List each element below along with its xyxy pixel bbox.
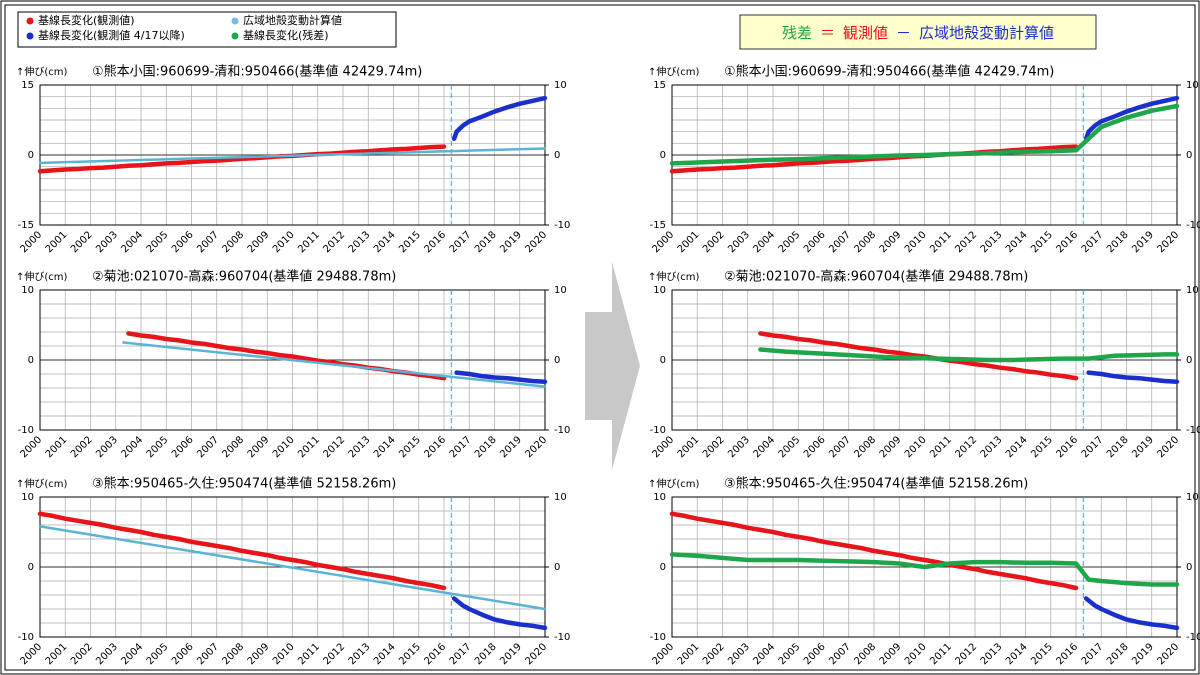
calculated-line <box>122 341 547 388</box>
observed-series <box>669 103 1180 166</box>
plot-border <box>39 496 546 638</box>
y-axis-label: ↑伸び(cm) <box>16 271 68 283</box>
observed-series <box>669 511 1079 591</box>
y2-tick-label: 0 <box>554 150 560 161</box>
observed-series <box>451 95 548 141</box>
plot-border <box>671 289 1178 431</box>
legend-marker <box>26 17 34 25</box>
y-tick-label: 0 <box>28 355 34 366</box>
formula-box <box>739 14 1097 50</box>
formula-part: 観測値 <box>843 24 888 42</box>
chart-title: ③熊本:950465-久住:950474(基準値 52158.26m) <box>92 476 396 492</box>
y-tick-label: -10 <box>18 632 34 643</box>
y2-tick-label: 0 <box>1186 150 1192 161</box>
y-tick-label: 10 <box>653 285 666 296</box>
y2-tick-label: 0 <box>1186 562 1192 573</box>
calculated-line <box>38 525 547 611</box>
legend-box <box>17 11 397 48</box>
chart-title: ②菊池:021070-高森:960704(基準値 29488.78m) <box>92 269 396 285</box>
legend-label: 広域地殻変動計算値 <box>243 13 342 27</box>
observed-series <box>1083 95 1180 141</box>
y-tick-label: 0 <box>28 150 34 161</box>
observed-series <box>37 511 447 591</box>
chart-title: ③熊本:950465-久住:950474(基準値 52158.26m) <box>724 476 1028 492</box>
plot-border <box>671 84 1178 226</box>
y2-tick-label: -10 <box>1186 425 1200 436</box>
observed-series <box>758 331 1079 381</box>
y-axis-label: ↑伸び(cm) <box>648 66 700 78</box>
y-axis-label: ↑伸び(cm) <box>648 271 700 283</box>
y-tick-label: -10 <box>650 632 666 643</box>
y2-tick-label: -10 <box>554 632 570 643</box>
chart-title: ②菊池:021070-高森:960704(基準値 29488.78m) <box>724 269 1028 285</box>
y2-tick-label: -10 <box>1186 220 1200 231</box>
y2-tick-label: 10 <box>554 80 567 91</box>
y-tick-label: -15 <box>18 220 34 231</box>
y2-tick-label: 0 <box>1186 355 1192 366</box>
y-tick-label: -10 <box>650 425 666 436</box>
y-tick-label: 15 <box>21 80 34 91</box>
inner-frame <box>4 4 1196 671</box>
y2-tick-label: 10 <box>1186 80 1199 91</box>
y-axis-label: ↑伸び(cm) <box>16 478 68 490</box>
y2-tick-label: 0 <box>554 355 560 366</box>
y-tick-label: 0 <box>28 562 34 573</box>
y2-tick-label: 10 <box>1186 285 1199 296</box>
observed-series <box>37 144 447 174</box>
formula-part: ＝ <box>820 24 835 42</box>
y2-tick-label: 10 <box>1186 492 1199 503</box>
calculated-line <box>38 147 547 165</box>
y2-tick-label: -10 <box>554 220 570 231</box>
y2-tick-label: 0 <box>554 562 560 573</box>
y-tick-label: -15 <box>650 220 666 231</box>
y-tick-label: -10 <box>18 425 34 436</box>
y-tick-label: 10 <box>21 492 34 503</box>
observed-series <box>1086 370 1180 384</box>
y-axis-label: ↑伸び(cm) <box>16 66 68 78</box>
legend-marker <box>231 32 239 40</box>
observed-series <box>669 552 1180 587</box>
chart-title: ①熊本小国:960699-清和:950466(基準値 42429.74m) <box>724 64 1054 80</box>
legend-label: 基線長変化(観測値) <box>38 13 135 27</box>
observed-series <box>1083 596 1180 631</box>
formula-part: 残差 <box>782 24 812 42</box>
arrow <box>585 262 640 470</box>
plot-border <box>39 289 546 431</box>
y2-tick-label: 10 <box>554 492 567 503</box>
y-tick-label: 15 <box>653 80 666 91</box>
y-tick-label: 0 <box>660 562 666 573</box>
formula-part: － <box>896 24 911 42</box>
legend-marker <box>26 32 34 40</box>
observed-series <box>758 347 1180 363</box>
chart-title: ①熊本小国:960699-清和:950466(基準値 42429.74m) <box>92 64 422 80</box>
observed-series <box>451 596 548 631</box>
legend-marker <box>231 17 239 25</box>
formula-part: 広域地殻変動計算値 <box>919 24 1054 42</box>
y-tick-label: 0 <box>660 150 666 161</box>
y2-tick-label: -10 <box>1186 632 1200 643</box>
observed-series <box>454 370 548 384</box>
y2-tick-label: 10 <box>554 285 567 296</box>
y2-tick-label: -10 <box>554 425 570 436</box>
y-tick-label: 0 <box>660 355 666 366</box>
plot-border <box>671 496 1178 638</box>
plot-border <box>39 84 546 226</box>
legend-label: 基線長変化(残差) <box>243 28 329 42</box>
y-tick-label: 10 <box>653 492 666 503</box>
formula: 残差 ＝ 観測値 － 広域地殻変動計算値 <box>782 24 1054 42</box>
y-tick-label: 10 <box>21 285 34 296</box>
legend-label: 基線長変化(観測値 4/17以降) <box>38 28 185 42</box>
y-axis-label: ↑伸び(cm) <box>648 478 700 490</box>
